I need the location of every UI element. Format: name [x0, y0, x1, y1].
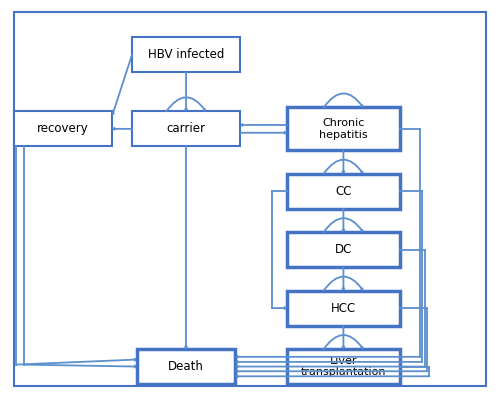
- Text: DC: DC: [334, 243, 352, 256]
- FancyBboxPatch shape: [137, 349, 235, 384]
- FancyBboxPatch shape: [287, 291, 400, 326]
- Text: Chronic
hepatitis: Chronic hepatitis: [319, 118, 368, 140]
- FancyBboxPatch shape: [287, 107, 400, 150]
- FancyBboxPatch shape: [287, 232, 400, 267]
- FancyBboxPatch shape: [132, 111, 240, 146]
- FancyBboxPatch shape: [287, 174, 400, 209]
- Text: HBV infected: HBV infected: [148, 48, 224, 61]
- Text: carrier: carrier: [166, 122, 205, 135]
- FancyBboxPatch shape: [132, 37, 240, 72]
- Text: HCC: HCC: [331, 302, 356, 314]
- Text: Liver
transplantation: Liver transplantation: [300, 356, 386, 377]
- Text: CC: CC: [335, 185, 351, 198]
- FancyBboxPatch shape: [287, 349, 400, 384]
- FancyBboxPatch shape: [14, 111, 112, 146]
- Text: Death: Death: [168, 360, 204, 373]
- Text: recovery: recovery: [38, 122, 89, 135]
